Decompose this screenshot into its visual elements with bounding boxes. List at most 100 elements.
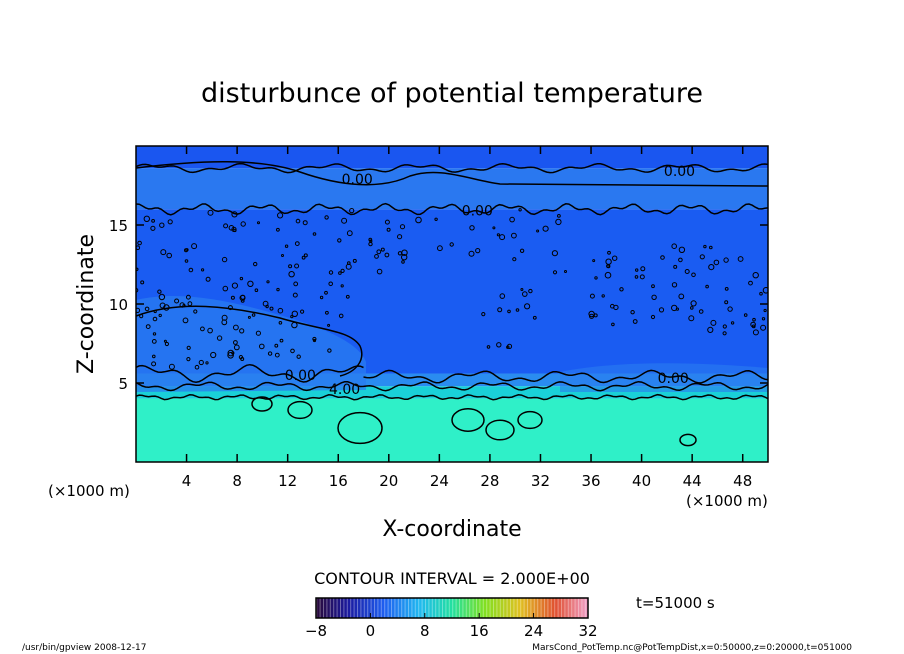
contour-speckle-67 — [247, 315, 251, 319]
contour-label-5: 4.00 — [329, 382, 360, 398]
contour-speckle-82 — [207, 327, 213, 334]
contour-lines — [136, 160, 768, 447]
contour-speckle-71 — [328, 270, 334, 275]
heatmap-layers — [136, 146, 768, 462]
contour-speckle-189 — [524, 303, 531, 310]
contour-speckles — [136, 208, 768, 370]
contour-speckle-261 — [699, 254, 705, 260]
contour-speckle-1 — [186, 294, 191, 300]
contour-line-0 — [136, 162, 768, 174]
y-tick-label-0: 5 — [118, 375, 128, 393]
contour-speckle-13 — [300, 309, 305, 314]
contour-speckle-130 — [233, 228, 237, 233]
contour-speckle-44 — [267, 351, 273, 356]
contour-speckle-29 — [291, 321, 298, 329]
contour-speckle-72 — [312, 336, 317, 342]
contour-speckle-118 — [281, 254, 284, 257]
contour-speckle-170 — [512, 257, 517, 262]
contour-speckle-129 — [188, 267, 194, 273]
contour-speckle-173 — [509, 216, 515, 223]
contour-speckle-171 — [499, 234, 506, 241]
contour-speckle-248 — [673, 264, 678, 269]
contour-speckle-150 — [399, 224, 406, 230]
x-tick-label-7: 32 — [531, 472, 550, 490]
contour-speckle-188 — [515, 308, 520, 312]
contour-speckle-156 — [397, 234, 403, 240]
contour-speckle-108 — [136, 287, 139, 293]
contour-speckle-138 — [137, 240, 142, 246]
contour-speckle-80 — [160, 249, 167, 256]
contour-speckle-8 — [158, 293, 166, 301]
contour-speckle-144 — [384, 219, 390, 225]
contour-speckle-15 — [324, 290, 328, 295]
contour-speckle-172 — [468, 250, 475, 257]
colorbar-tick-label-3: 16 — [470, 622, 489, 640]
contour-speckle-222 — [690, 300, 697, 307]
contour-closed-0 — [251, 396, 273, 412]
contour-speckle-26 — [294, 263, 300, 269]
contour-speckle-53 — [328, 281, 334, 287]
contour-line-3 — [136, 380, 768, 392]
contour-speckle-65 — [347, 261, 351, 265]
colorbar-ticks: −8 0 8 16 24 32 — [305, 613, 598, 640]
contour-speckle-256 — [678, 246, 686, 254]
colorbar-frame — [315, 597, 589, 619]
contour-speckle-133 — [290, 348, 295, 354]
contour-speckle-83 — [239, 328, 245, 334]
contour-speckle-0 — [239, 276, 244, 281]
contour-closed-5 — [517, 410, 543, 430]
contour-speckle-52 — [227, 305, 233, 311]
contour-label-0: 0.00 — [342, 172, 373, 188]
contour-speckle-57 — [222, 285, 229, 292]
contour-speckle-167 — [401, 249, 408, 256]
contour-speckle-109 — [136, 267, 139, 271]
contour-speckle-50 — [152, 354, 156, 359]
contour-speckle-229 — [640, 266, 646, 272]
contour-speckle-24 — [191, 243, 198, 250]
contour-speckle-90 — [303, 253, 308, 258]
contour-speckle-158 — [369, 239, 373, 243]
contour-speckle-210 — [651, 294, 657, 300]
contour-speckle-242 — [724, 287, 729, 291]
contour-speckle-231 — [660, 255, 665, 260]
contour-speckle-25 — [341, 217, 348, 224]
contour-speckle-81 — [140, 280, 145, 285]
contour-speckle-119 — [186, 345, 191, 350]
contour-speckle-93 — [205, 276, 211, 282]
y-axis-label: Z-coordinate — [74, 234, 99, 374]
contour-speckle-178 — [401, 260, 405, 264]
contour-speckle-145 — [475, 248, 481, 254]
contour-speckle-157 — [374, 254, 379, 259]
contour-speckle-135 — [194, 364, 200, 370]
x-tick-label-9: 40 — [632, 472, 651, 490]
contour-speckle-35 — [166, 252, 172, 259]
contour-speckle-74 — [151, 339, 157, 344]
contour-labels: 0.00 0.00 0.00 0.00 0.00 4.00 — [285, 164, 695, 398]
contour-speckle-263 — [635, 268, 639, 272]
contour-speckle-47 — [291, 310, 298, 317]
contour-speckle-6 — [254, 288, 259, 293]
contour-speckle-106 — [255, 330, 261, 336]
contour-speckle-56 — [231, 211, 238, 218]
contour-speckle-14 — [151, 219, 156, 223]
contour-speckle-181 — [486, 345, 491, 349]
contour-speckle-162 — [376, 249, 382, 255]
contour-label-4: 0.00 — [658, 371, 689, 387]
contour-speckle-117 — [338, 271, 342, 275]
contour-speckle-101 — [186, 357, 191, 362]
contour-speckle-232 — [698, 309, 704, 314]
contour-speckle-84 — [324, 215, 329, 220]
contour-speckle-41 — [238, 355, 243, 360]
contour-speckle-73 — [223, 223, 229, 229]
y-tick-label-1: 10 — [109, 296, 128, 314]
contour-speckle-239 — [722, 324, 727, 329]
colorbar-tick-label-4: 24 — [524, 622, 543, 640]
contour-speckle-199 — [737, 256, 744, 262]
contour-speckle-168 — [552, 270, 558, 275]
contour-speckle-128 — [233, 324, 239, 331]
contour-speckle-102 — [207, 209, 214, 216]
contour-speckle-22 — [230, 295, 235, 300]
contour-closed-6 — [679, 433, 697, 447]
contour-speckle-219 — [752, 272, 759, 279]
contour-speckle-27 — [139, 314, 144, 319]
